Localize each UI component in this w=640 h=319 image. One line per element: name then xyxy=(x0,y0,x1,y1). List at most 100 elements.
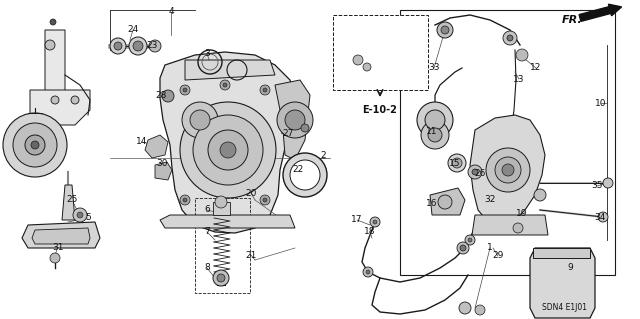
Circle shape xyxy=(363,267,373,277)
Text: 18: 18 xyxy=(364,227,376,236)
Circle shape xyxy=(193,115,263,185)
Polygon shape xyxy=(62,185,75,220)
Text: 20: 20 xyxy=(245,189,257,197)
Circle shape xyxy=(285,110,305,130)
Circle shape xyxy=(162,90,174,102)
Circle shape xyxy=(71,96,79,104)
Text: 3: 3 xyxy=(204,49,210,58)
Circle shape xyxy=(503,31,517,45)
Bar xyxy=(195,198,250,293)
Circle shape xyxy=(25,135,45,155)
Polygon shape xyxy=(160,52,295,233)
Circle shape xyxy=(425,110,445,130)
Text: 5: 5 xyxy=(85,213,91,222)
Polygon shape xyxy=(145,135,168,158)
Circle shape xyxy=(465,235,475,245)
Text: 29: 29 xyxy=(492,251,504,261)
Text: 30: 30 xyxy=(156,159,168,167)
Text: 4: 4 xyxy=(168,8,174,17)
Circle shape xyxy=(208,130,248,170)
Circle shape xyxy=(260,85,270,95)
Circle shape xyxy=(129,37,147,55)
Circle shape xyxy=(516,49,528,61)
Circle shape xyxy=(133,41,143,51)
Circle shape xyxy=(51,96,59,104)
Circle shape xyxy=(421,121,449,149)
Polygon shape xyxy=(160,215,295,228)
Text: FR.: FR. xyxy=(562,15,582,25)
Circle shape xyxy=(180,102,276,198)
Circle shape xyxy=(417,102,453,138)
Text: E-10-2: E-10-2 xyxy=(363,105,397,115)
Circle shape xyxy=(13,123,57,167)
Text: 10: 10 xyxy=(595,99,607,108)
Text: 26: 26 xyxy=(474,169,486,179)
Text: 1: 1 xyxy=(487,243,493,253)
Text: 16: 16 xyxy=(426,199,438,209)
Circle shape xyxy=(603,178,613,188)
Polygon shape xyxy=(155,162,172,180)
Circle shape xyxy=(149,40,161,52)
Circle shape xyxy=(301,124,309,132)
Text: 17: 17 xyxy=(351,216,363,225)
Circle shape xyxy=(513,223,523,233)
Circle shape xyxy=(217,274,225,282)
Text: 21: 21 xyxy=(245,250,257,259)
Circle shape xyxy=(223,83,227,87)
Text: 11: 11 xyxy=(426,128,438,137)
Circle shape xyxy=(448,154,466,172)
Circle shape xyxy=(220,142,236,158)
Text: 9: 9 xyxy=(567,263,573,272)
Circle shape xyxy=(534,189,546,201)
Circle shape xyxy=(475,305,485,315)
Circle shape xyxy=(263,198,267,202)
Circle shape xyxy=(220,80,230,90)
Circle shape xyxy=(468,238,472,242)
Circle shape xyxy=(77,212,83,218)
Circle shape xyxy=(183,88,187,92)
Text: 23: 23 xyxy=(147,41,157,50)
Polygon shape xyxy=(472,215,548,235)
Text: 34: 34 xyxy=(595,213,605,222)
Circle shape xyxy=(260,195,270,205)
Text: 6: 6 xyxy=(204,205,210,214)
Text: 19: 19 xyxy=(516,209,528,218)
Circle shape xyxy=(190,110,210,130)
Circle shape xyxy=(486,148,530,192)
Text: 24: 24 xyxy=(127,26,139,34)
Text: 32: 32 xyxy=(484,195,496,204)
Circle shape xyxy=(3,113,67,177)
Circle shape xyxy=(472,169,478,175)
Circle shape xyxy=(31,141,39,149)
Text: SDN4 E1J01: SDN4 E1J01 xyxy=(543,303,588,313)
Circle shape xyxy=(180,195,190,205)
Circle shape xyxy=(283,153,327,197)
Polygon shape xyxy=(185,60,275,80)
Circle shape xyxy=(277,102,313,138)
Circle shape xyxy=(428,128,442,142)
Circle shape xyxy=(495,157,521,183)
Circle shape xyxy=(215,196,227,208)
Circle shape xyxy=(50,19,56,25)
Circle shape xyxy=(370,217,380,227)
Text: 33: 33 xyxy=(428,63,440,72)
Circle shape xyxy=(182,102,218,138)
Circle shape xyxy=(353,55,363,65)
FancyArrow shape xyxy=(579,4,621,21)
Polygon shape xyxy=(213,202,230,215)
Circle shape xyxy=(290,160,320,190)
Polygon shape xyxy=(45,30,65,130)
Text: 28: 28 xyxy=(156,92,166,100)
Circle shape xyxy=(363,63,371,71)
Polygon shape xyxy=(530,248,595,318)
Circle shape xyxy=(437,22,453,38)
Polygon shape xyxy=(533,248,590,258)
Text: 7: 7 xyxy=(204,227,210,236)
Circle shape xyxy=(438,195,452,209)
Text: 12: 12 xyxy=(531,63,541,72)
Circle shape xyxy=(459,302,471,314)
Polygon shape xyxy=(32,228,90,244)
Circle shape xyxy=(180,85,190,95)
Text: 27: 27 xyxy=(282,129,294,137)
Circle shape xyxy=(373,220,377,224)
